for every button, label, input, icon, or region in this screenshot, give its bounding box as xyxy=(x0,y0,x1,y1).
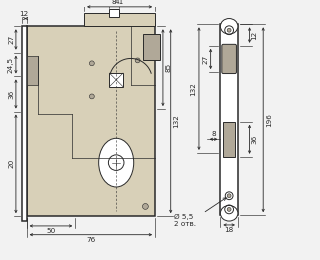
Text: 36: 36 xyxy=(252,135,258,144)
Ellipse shape xyxy=(220,18,238,34)
Text: 24,5: 24,5 xyxy=(7,56,13,73)
Bar xyxy=(84,13,155,26)
Text: 8: 8 xyxy=(112,0,116,5)
Circle shape xyxy=(89,61,94,66)
Text: 27: 27 xyxy=(203,54,209,63)
Text: 12: 12 xyxy=(20,11,29,17)
Text: 36: 36 xyxy=(8,89,14,99)
Text: 12: 12 xyxy=(252,30,258,40)
Circle shape xyxy=(142,204,148,209)
Text: 196: 196 xyxy=(266,113,272,127)
Circle shape xyxy=(135,58,140,63)
Text: 2 отв.: 2 отв. xyxy=(174,221,196,227)
Text: 27: 27 xyxy=(8,35,14,44)
Bar xyxy=(220,24,238,215)
Text: 132: 132 xyxy=(173,114,180,128)
Bar xyxy=(22,26,27,221)
FancyBboxPatch shape xyxy=(222,44,236,74)
Text: 132: 132 xyxy=(190,82,196,96)
Text: 76: 76 xyxy=(86,237,95,243)
Circle shape xyxy=(227,194,231,198)
Text: 8: 8 xyxy=(211,131,216,137)
Bar xyxy=(27,56,38,85)
Circle shape xyxy=(227,28,231,32)
Ellipse shape xyxy=(99,138,134,187)
Text: 18: 18 xyxy=(225,227,234,233)
Bar xyxy=(27,26,155,216)
Text: 85: 85 xyxy=(166,63,172,72)
Text: 41: 41 xyxy=(115,0,124,5)
Circle shape xyxy=(227,207,231,211)
Text: Ø 5,5: Ø 5,5 xyxy=(174,214,193,220)
Ellipse shape xyxy=(220,205,238,221)
Circle shape xyxy=(89,94,94,99)
Bar xyxy=(223,122,235,157)
Bar xyxy=(143,34,160,60)
Text: 20: 20 xyxy=(8,159,14,168)
Bar xyxy=(109,9,119,17)
Text: 50: 50 xyxy=(46,228,56,234)
Bar xyxy=(109,73,123,87)
